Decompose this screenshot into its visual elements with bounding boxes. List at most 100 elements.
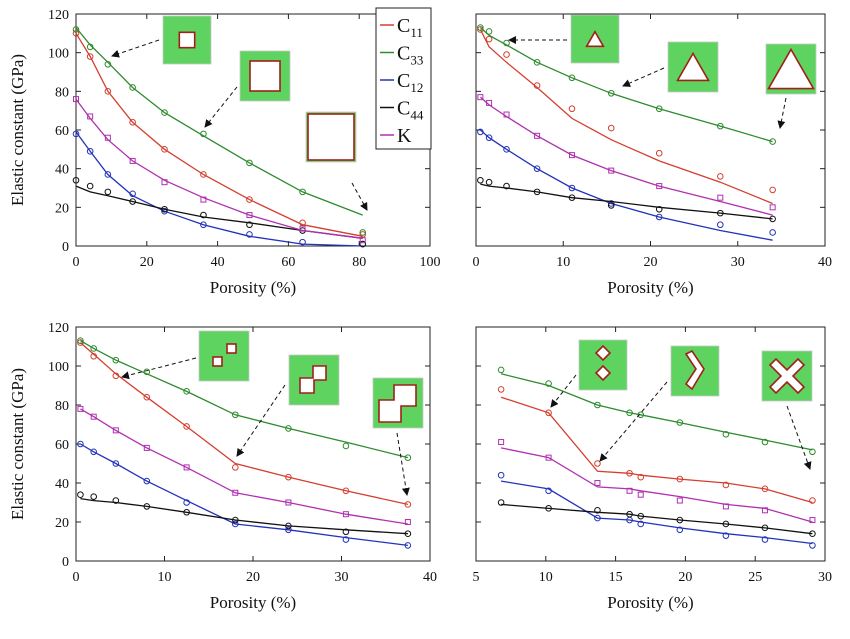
data-point-C12	[246, 231, 253, 238]
x-tick-label: 20	[140, 255, 154, 270]
data-point-C33	[717, 122, 724, 130]
inset-large-triangle-hole	[765, 43, 817, 95]
x-axis-label: Porosity (%)	[210, 593, 296, 612]
chart-panel-4: 5 10 15 20 25 30 Porosity (%)	[473, 326, 832, 612]
y-tick-label: 60	[55, 438, 69, 453]
data-point-C44	[769, 215, 776, 223]
data-point-C44	[86, 182, 94, 190]
data-point-C44	[161, 205, 168, 213]
data-point-K	[809, 517, 816, 524]
y-axis-label: Elastic constant (GPa)	[8, 54, 27, 206]
data-point-C11	[717, 173, 724, 180]
legend-label: K	[397, 125, 412, 147]
data-point-C11	[246, 196, 253, 203]
inset-pointer-arrow	[236, 384, 286, 457]
inset-small-triangle-hole	[570, 14, 620, 64]
x-tick-label: 5	[473, 570, 480, 585]
data-point-K	[676, 497, 683, 504]
data-point-C33	[594, 401, 601, 409]
data-point-C12	[485, 134, 493, 142]
series-line-C33	[75, 27, 363, 216]
data-point-C33	[477, 24, 484, 31]
y-tick-label: 0	[62, 555, 69, 570]
data-point-C11	[503, 51, 510, 58]
inset-stepped-hole	[288, 354, 340, 406]
data-point-K	[77, 405, 84, 412]
data-point-K	[404, 519, 411, 525]
data-point-C44	[533, 188, 541, 196]
data-point-K	[717, 194, 724, 201]
data-point-K	[568, 152, 575, 159]
data-point-C33	[637, 411, 645, 419]
data-point-C11	[112, 372, 120, 380]
data-point-C12	[497, 471, 505, 479]
x-tick-label: 20	[644, 255, 658, 270]
data-point-C12	[404, 542, 412, 549]
data-point-C11	[545, 409, 552, 417]
inset-medium-triangle-hole	[667, 41, 719, 93]
y-tick-label: 100	[48, 360, 69, 375]
data-point-C44	[637, 512, 645, 520]
chart-panel-3: 0 10 20 30 40 0 20 40 60 80 100 120 Porosity (%) Elas…	[8, 321, 437, 612]
inset-pointer-arrow	[622, 67, 665, 87]
data-point-C44	[246, 221, 253, 229]
y-tick-label: 120	[48, 8, 69, 23]
data-point-C33	[86, 43, 94, 51]
data-point-C44	[477, 176, 484, 184]
data-point-K	[129, 157, 136, 164]
data-point-K	[73, 96, 79, 103]
data-point-C12	[342, 536, 350, 543]
x-axis-label: Porosity (%)	[210, 278, 296, 297]
data-point-C33	[342, 442, 350, 450]
data-point-C12	[299, 238, 306, 246]
data-point-C12	[503, 146, 510, 153]
inset-pointer-arrow	[599, 381, 668, 462]
data-point-C33	[129, 84, 136, 91]
data-point-K	[143, 444, 150, 451]
data-point-C44	[183, 508, 190, 516]
data-point-C44	[485, 178, 493, 186]
data-point-C33	[246, 159, 253, 167]
data-point-C11	[342, 487, 350, 495]
data-point-K	[761, 507, 768, 514]
data-point-K	[722, 503, 729, 510]
data-point-C44	[129, 198, 136, 205]
data-point-K	[232, 489, 239, 496]
x-tick-label: 20	[678, 570, 692, 585]
inset-two-square-holes	[198, 330, 250, 382]
data-point-K	[769, 204, 776, 211]
data-point-K	[183, 464, 190, 471]
y-tick-label: 60	[55, 124, 69, 139]
data-point-C33	[112, 356, 120, 364]
data-point-C12	[183, 499, 190, 506]
x-tick-label: 100	[420, 255, 441, 270]
data-point-C12	[676, 526, 684, 534]
legend-item-C12: C12	[380, 70, 423, 95]
legend-item-K: K	[380, 125, 412, 147]
data-point-C11	[676, 475, 684, 483]
data-point-C44	[503, 182, 510, 190]
data-point-C44	[717, 209, 724, 217]
series-line-C44	[75, 185, 363, 239]
data-point-C11	[86, 53, 94, 60]
y-axis-label: Elastic constant (GPa)	[8, 368, 27, 520]
data-point-C44	[90, 493, 97, 500]
inset-zigzag-hole	[670, 345, 720, 397]
data-point-C12	[637, 520, 645, 528]
data-point-C33	[626, 409, 633, 417]
legend-item-C44: C44	[380, 98, 424, 123]
series-line-C11	[479, 29, 773, 205]
series-line-C12	[75, 131, 363, 247]
inset-pointer-arrow	[396, 432, 410, 496]
series-line-C12	[479, 129, 773, 241]
data-point-C33	[200, 130, 207, 138]
data-point-C11	[568, 105, 576, 113]
data-point-C12	[129, 190, 136, 198]
inset-medium-square-hole	[239, 50, 291, 102]
data-point-C33	[359, 229, 367, 236]
x-axis-label: Porosity (%)	[607, 593, 693, 612]
data-point-C44	[497, 499, 505, 506]
data-point-C12	[232, 520, 239, 528]
data-point-C33	[90, 345, 97, 352]
x-tick-label: 20	[246, 570, 260, 585]
